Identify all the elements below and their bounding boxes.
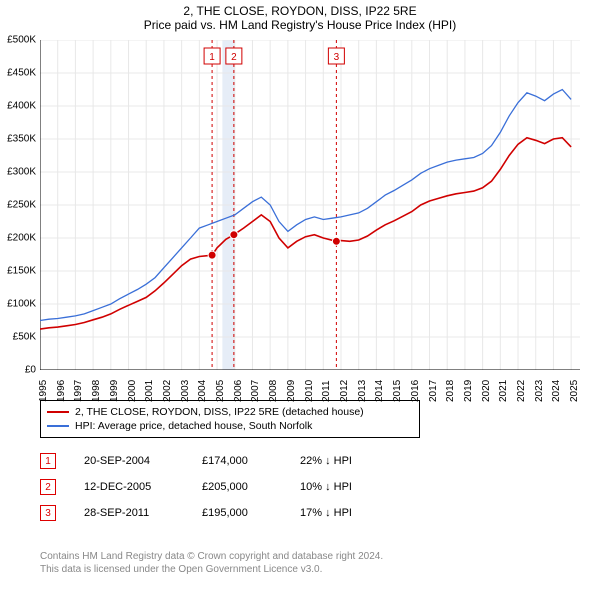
svg-text:2: 2 bbox=[231, 52, 237, 63]
footer-line1: Contains HM Land Registry data © Crown c… bbox=[40, 551, 383, 564]
xtick-label: 2024 bbox=[551, 380, 562, 402]
xtick-label: 2003 bbox=[180, 380, 191, 402]
xtick-label: 2002 bbox=[162, 380, 173, 402]
xtick-label: 1995 bbox=[38, 380, 49, 402]
transaction-hpi-delta: 10% ↓ HPI bbox=[300, 481, 380, 493]
xtick-label: 2013 bbox=[357, 380, 368, 402]
svg-text:3: 3 bbox=[334, 52, 340, 63]
transaction-price: £174,000 bbox=[202, 455, 282, 467]
legend-swatch bbox=[47, 411, 69, 413]
svg-text:1: 1 bbox=[209, 52, 215, 63]
xtick-label: 2001 bbox=[144, 380, 155, 402]
xtick-label: 2006 bbox=[233, 380, 244, 402]
transaction-hpi-delta: 17% ↓ HPI bbox=[300, 507, 380, 519]
xtick-label: 2020 bbox=[481, 380, 492, 402]
transaction-hpi-delta: 22% ↓ HPI bbox=[300, 455, 380, 467]
ytick-label: £150K bbox=[0, 266, 36, 277]
xtick-label: 2004 bbox=[197, 380, 208, 402]
transaction-number-badge: 3 bbox=[40, 505, 56, 521]
transaction-number-badge: 1 bbox=[40, 453, 56, 469]
xtick-label: 2016 bbox=[410, 380, 421, 402]
transaction-marker-1: 1 bbox=[204, 48, 220, 64]
legend-row: 2, THE CLOSE, ROYDON, DISS, IP22 5RE (de… bbox=[47, 405, 413, 419]
xtick-label: 2025 bbox=[569, 380, 580, 402]
xtick-label: 1996 bbox=[56, 380, 67, 402]
legend-label: 2, THE CLOSE, ROYDON, DISS, IP22 5RE (de… bbox=[75, 405, 364, 419]
transaction-date: 28-SEP-2011 bbox=[84, 507, 184, 519]
footer-attribution: Contains HM Land Registry data © Crown c… bbox=[40, 551, 383, 576]
xtick-label: 2009 bbox=[286, 380, 297, 402]
transaction-price: £195,000 bbox=[202, 507, 282, 519]
xtick-label: 2015 bbox=[392, 380, 403, 402]
transaction-marker-3: 3 bbox=[328, 48, 344, 64]
page-title-address: 2, THE CLOSE, ROYDON, DISS, IP22 5RE bbox=[0, 4, 600, 18]
ytick-label: £300K bbox=[0, 167, 36, 178]
page-title-sub: Price paid vs. HM Land Registry's House … bbox=[0, 18, 600, 32]
ytick-label: £350K bbox=[0, 134, 36, 145]
transaction-date: 12-DEC-2005 bbox=[84, 481, 184, 493]
price-chart: 123 £0£50K£100K£150K£200K£250K£300K£350K… bbox=[40, 40, 600, 380]
legend-row: HPI: Average price, detached house, Sout… bbox=[47, 419, 413, 433]
xtick-label: 2005 bbox=[215, 380, 226, 402]
legend-swatch bbox=[47, 425, 69, 427]
legend-label: HPI: Average price, detached house, Sout… bbox=[75, 419, 312, 433]
xtick-label: 1998 bbox=[91, 380, 102, 402]
xtick-label: 2021 bbox=[498, 380, 509, 402]
transaction-marker-2: 2 bbox=[226, 48, 242, 64]
xtick-label: 2014 bbox=[374, 380, 385, 402]
xtick-label: 1997 bbox=[73, 380, 84, 402]
transaction-row: 3 28-SEP-2011 £195,000 17% ↓ HPI bbox=[40, 500, 380, 526]
ytick-label: £100K bbox=[0, 299, 36, 310]
footer-line2: This data is licensed under the Open Gov… bbox=[40, 564, 383, 577]
xtick-label: 2011 bbox=[321, 380, 332, 402]
transaction-number-badge: 2 bbox=[40, 479, 56, 495]
transaction-row: 1 20-SEP-2004 £174,000 22% ↓ HPI bbox=[40, 448, 380, 474]
xtick-label: 2000 bbox=[127, 380, 138, 402]
ytick-label: £450K bbox=[0, 68, 36, 79]
chart-svg: 1 2 3 bbox=[40, 40, 580, 370]
ytick-label: £200K bbox=[0, 233, 36, 244]
xtick-label: 2017 bbox=[428, 380, 439, 402]
transaction-row: 2 12-DEC-2005 £205,000 10% ↓ HPI bbox=[40, 474, 380, 500]
ytick-label: £500K bbox=[0, 35, 36, 46]
transaction-price: £205,000 bbox=[202, 481, 282, 493]
ytick-label: £400K bbox=[0, 101, 36, 112]
xtick-label: 2019 bbox=[463, 380, 474, 402]
xtick-label: 2018 bbox=[445, 380, 456, 402]
ytick-label: £50K bbox=[0, 332, 36, 343]
ytick-label: £250K bbox=[0, 200, 36, 211]
xtick-label: 2022 bbox=[516, 380, 527, 402]
xtick-label: 2012 bbox=[339, 380, 350, 402]
xtick-label: 2007 bbox=[250, 380, 261, 402]
xtick-label: 2008 bbox=[268, 380, 279, 402]
xtick-label: 2010 bbox=[304, 380, 315, 402]
transactions-table: 1 20-SEP-2004 £174,000 22% ↓ HPI 2 12-DEC-200… bbox=[40, 448, 380, 526]
ytick-label: £0 bbox=[0, 365, 36, 376]
transaction-date: 20-SEP-2004 bbox=[84, 455, 184, 467]
legend: 2, THE CLOSE, ROYDON, DISS, IP22 5RE (de… bbox=[40, 400, 420, 438]
xtick-label: 1999 bbox=[109, 380, 120, 402]
xtick-label: 2023 bbox=[534, 380, 545, 402]
